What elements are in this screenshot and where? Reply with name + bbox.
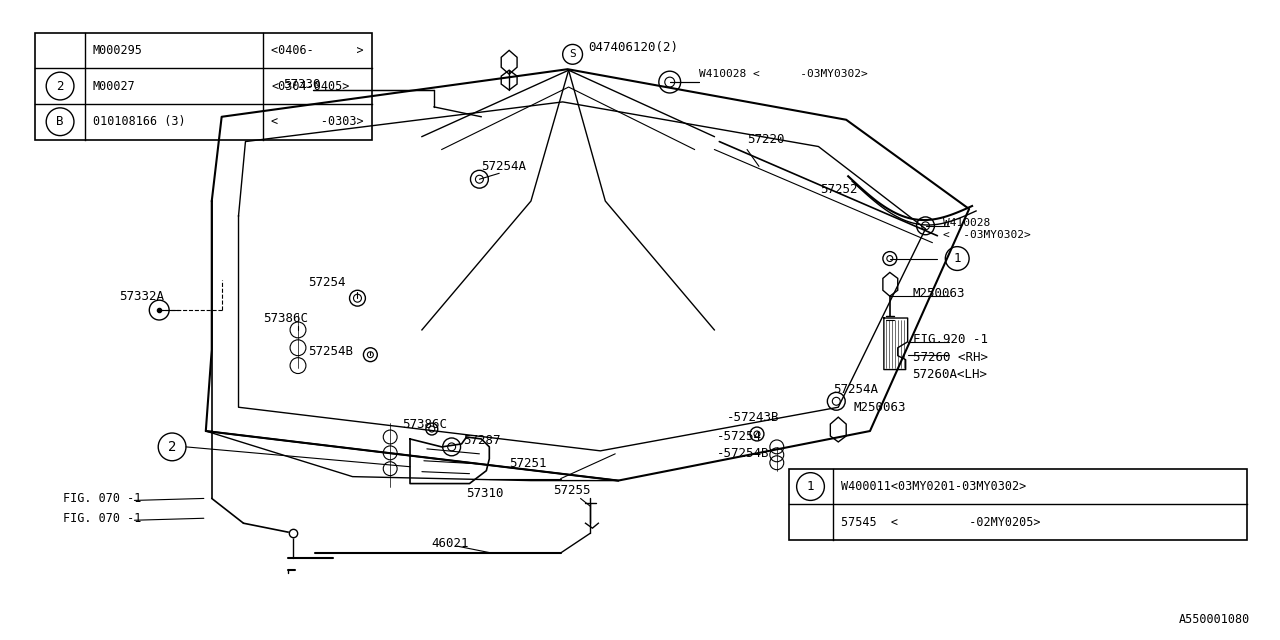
Text: <  -03MY0302>: < -03MY0302> [943,230,1032,240]
Text: M250063: M250063 [913,287,965,300]
Text: 57254A: 57254A [481,160,526,173]
Text: W410028: W410028 [943,218,991,228]
Text: 57254A: 57254A [833,383,878,396]
Text: W410028 <      -03MY0302>: W410028 < -03MY0302> [699,69,868,79]
Text: -57254B: -57254B [717,447,769,460]
Text: 46021: 46021 [431,536,470,550]
Text: 1: 1 [954,252,961,265]
Text: 57330: 57330 [283,77,320,91]
Text: 57310: 57310 [466,487,504,500]
Text: <      -0303>: < -0303> [271,115,364,128]
Text: 57545  <          -02MY0205>: 57545 < -02MY0205> [841,516,1041,529]
Text: FIG. 070 -1: FIG. 070 -1 [63,512,141,525]
Text: 57254B: 57254B [308,345,353,358]
Text: 010108166 (3): 010108166 (3) [92,115,186,128]
Text: 1: 1 [806,480,814,493]
Text: S: S [570,49,576,60]
Text: M000295: M000295 [92,44,142,57]
Text: 2: 2 [56,79,64,93]
Text: -57254: -57254 [717,431,763,444]
Text: B: B [56,115,64,128]
Text: 57332A: 57332A [119,290,165,303]
Text: FIG. 070 -1: FIG. 070 -1 [63,492,141,505]
Text: 57220: 57220 [748,133,785,146]
Text: 2: 2 [168,440,177,454]
Text: 57386C: 57386C [402,417,447,431]
Text: 57287: 57287 [463,435,500,447]
Text: -57243B: -57243B [727,411,780,424]
Text: <0406-      >: <0406- > [271,44,364,57]
Text: 047406120(2): 047406120(2) [589,41,678,54]
Text: 57386C: 57386C [264,312,308,324]
Text: 57252: 57252 [820,182,858,196]
Text: FIG.920 -1: FIG.920 -1 [913,333,988,346]
Text: 57251: 57251 [509,457,547,470]
Text: A550001080: A550001080 [1179,613,1249,626]
Text: 57255: 57255 [553,484,590,497]
Text: <0304-0405>: <0304-0405> [271,79,349,93]
Text: W400011<03MY0201-03MY0302>: W400011<03MY0201-03MY0302> [841,480,1027,493]
Text: M00027: M00027 [92,79,136,93]
Text: 57260A<LH>: 57260A<LH> [913,368,988,381]
Text: 57260 <RH>: 57260 <RH> [913,351,988,364]
Text: M250063: M250063 [854,401,906,413]
Text: 57254: 57254 [308,276,346,289]
